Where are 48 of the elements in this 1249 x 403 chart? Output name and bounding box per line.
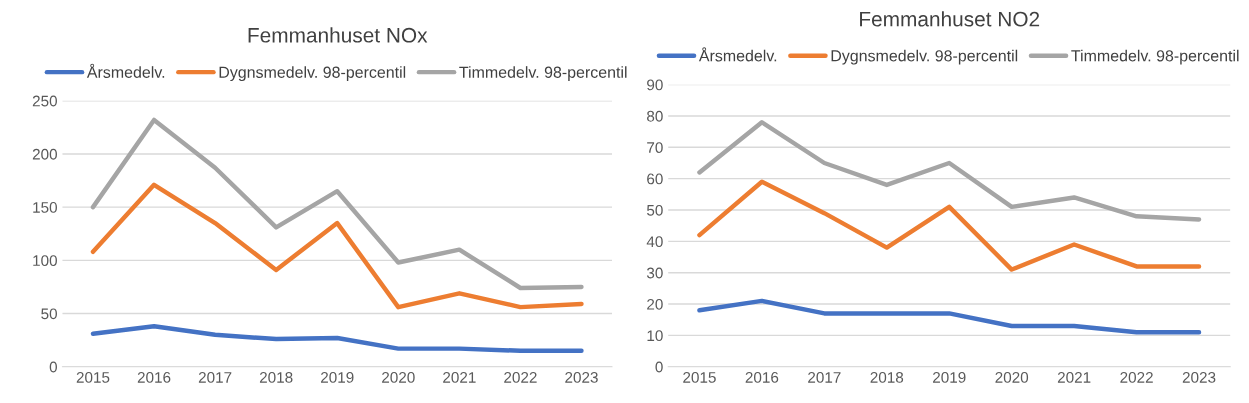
x-tick-label: 2022: [504, 371, 537, 383]
y-tick-label: 40: [646, 236, 663, 248]
x-tick-label: 2018: [259, 371, 293, 383]
chart-title: Femmanhuset NOx: [248, 27, 428, 43]
x-tick-label: 2015: [683, 371, 716, 383]
legend-label: Timmedelv. 98-percentil: [459, 66, 627, 82]
y-tick-label: 0: [655, 361, 663, 373]
x-tick-label: 2018: [870, 371, 904, 383]
y-tick-label: 200: [32, 148, 57, 160]
x-tick-label: 2016: [745, 371, 779, 383]
x-tick-label: 2019: [933, 371, 966, 383]
y-tick-label: 80: [647, 110, 663, 122]
y-tick-label: 50: [646, 204, 663, 216]
legend-label: Årsmedelv.: [698, 47, 777, 62]
x-tick-label: 2020: [382, 371, 415, 383]
line-series: [90, 324, 584, 353]
x-tick-label: 2021: [443, 371, 476, 383]
x-tick-label: 2023: [565, 371, 598, 383]
y-tick-label: 50: [41, 308, 57, 320]
x-tick-label: 2023: [1182, 371, 1216, 383]
line-series: [90, 117, 584, 291]
line-series: [697, 120, 1202, 222]
line-series: [90, 182, 584, 310]
legend-label: Dygnsmedelv. 98-percentil: [831, 49, 1018, 65]
y-tick-label: 20: [647, 298, 663, 310]
x-tick-label: 2017: [808, 371, 841, 383]
y-tick-label: 90: [647, 79, 663, 91]
chart-title: Femmanhuset NO2: [860, 11, 1040, 27]
x-tick-label: 2022: [1120, 371, 1153, 383]
legend-label: Dygnsmedelv. 98-percentil: [219, 66, 406, 82]
legend-label: Timmedelv. 98-percentil: [1071, 49, 1239, 65]
y-tick-label: 60: [647, 173, 663, 185]
x-tick-label: 2020: [995, 371, 1029, 383]
x-tick-label: 2015: [76, 371, 110, 383]
y-tick-label: 10: [647, 330, 663, 342]
y-tick-label: 30: [646, 267, 663, 279]
y-tick-label: 70: [647, 142, 663, 154]
x-tick-label: 2021: [1057, 371, 1091, 383]
y-tick-label: 250: [32, 95, 57, 107]
line-series: [697, 298, 1202, 335]
y-tick-label: 100: [33, 255, 57, 267]
legend-label: Årsmedelv.: [86, 63, 165, 78]
x-tick-label: 2016: [137, 371, 171, 383]
line-series: [697, 179, 1202, 272]
x-tick-label: 2017: [198, 371, 232, 383]
y-tick-label: 150: [33, 202, 57, 213]
y-tick-label: 0: [49, 361, 57, 373]
x-tick-label: 2019: [321, 371, 354, 383]
